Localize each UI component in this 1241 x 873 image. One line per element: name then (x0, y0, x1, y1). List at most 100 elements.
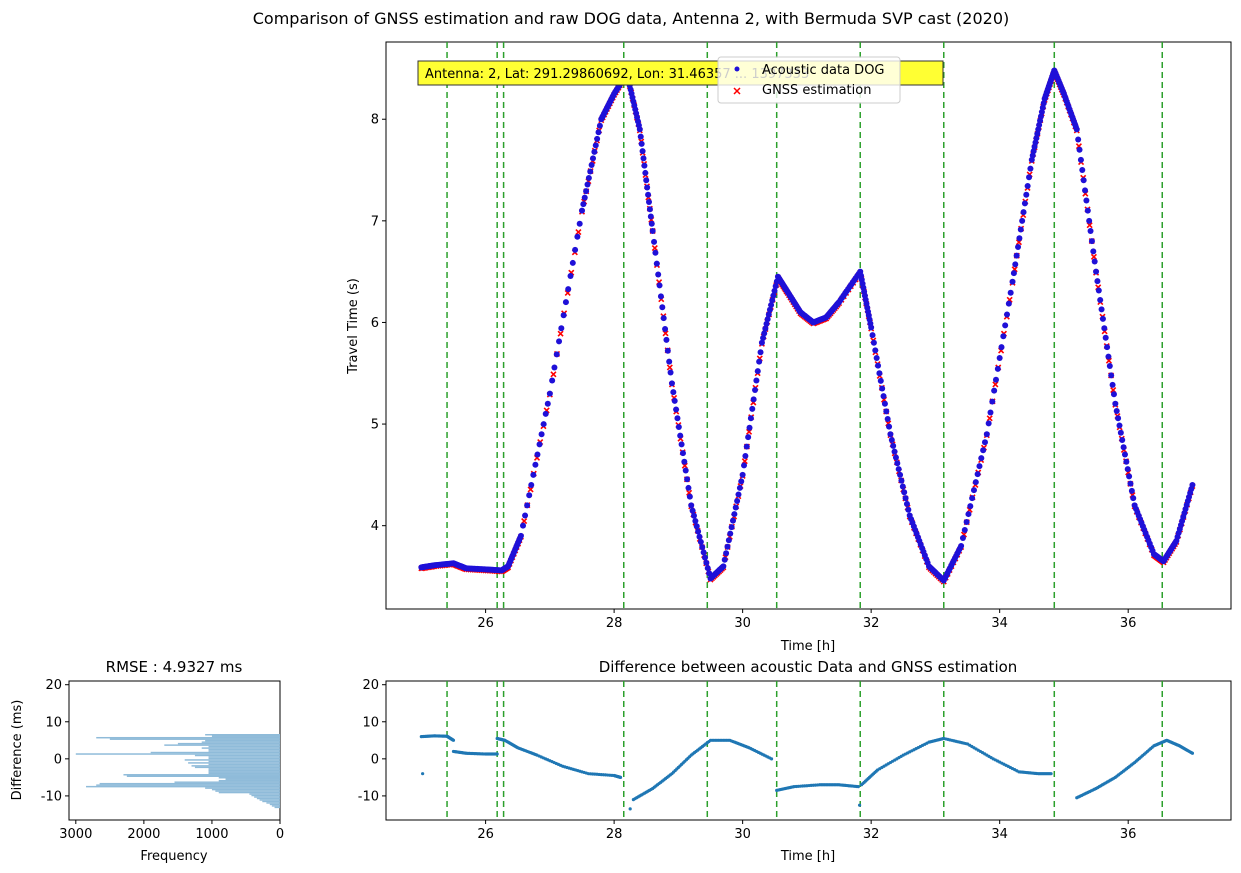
acoustic-point (883, 408, 889, 414)
acoustic-point (1006, 301, 1012, 307)
acoustic-point (530, 472, 536, 478)
acoustic-point (1093, 269, 1099, 275)
acoustic-point (1081, 177, 1087, 183)
diff-x-axis-label: Time [h] (780, 849, 835, 864)
hist-bar (272, 805, 280, 806)
acoustic-point (733, 505, 739, 511)
diff-plot-area (386, 681, 1231, 820)
hist-bar (209, 746, 280, 747)
hist-bar (86, 786, 280, 787)
acoustic-point (1122, 452, 1128, 458)
acoustic-point (969, 495, 975, 501)
hist-bar (202, 741, 280, 742)
acoustic-point (1022, 200, 1028, 206)
acoustic-point (1125, 466, 1131, 472)
rmse-histogram: 3000 2000 1000 0 -1001020 RMSE : 4.9327 ms … (10, 658, 284, 864)
main-y-ticks: 45678 (371, 113, 386, 534)
acoustic-point (870, 332, 876, 338)
main-legend: Acoustic data DOG GNSS estimation (718, 57, 900, 103)
hist-bar (254, 796, 280, 797)
acoustic-point (674, 415, 680, 421)
acoustic-point (1116, 423, 1122, 429)
acoustic-point (1189, 482, 1195, 488)
diff-point (1191, 752, 1194, 755)
acoustic-point (645, 192, 651, 198)
acoustic-point (1008, 290, 1014, 296)
acoustic-point (657, 282, 663, 288)
acoustic-point (741, 462, 747, 468)
diff-ytick-label: 0 (371, 752, 379, 767)
diff-point (770, 757, 773, 760)
acoustic-point (887, 431, 893, 437)
acoustic-point (960, 535, 966, 541)
acoustic-point (982, 439, 988, 445)
acoustic-point (668, 370, 674, 376)
acoustic-point (1096, 288, 1102, 294)
hist-bar (185, 759, 280, 760)
diff-point (496, 752, 499, 755)
main-xtick-label: 30 (734, 616, 751, 631)
acoustic-point (734, 498, 740, 504)
acoustic-point (729, 524, 735, 530)
legend-acoustic-marker (735, 67, 740, 72)
acoustic-point (881, 393, 887, 399)
acoustic-point (1019, 218, 1025, 224)
hist-x-ticks: 3000 2000 1000 0 (59, 820, 284, 842)
acoustic-point (755, 368, 761, 374)
acoustic-point (528, 482, 534, 488)
diff-point (857, 785, 860, 788)
hist-bar (151, 752, 280, 753)
diff-ytick-label: 10 (362, 715, 379, 730)
hist-x-axis-label: Frequency (140, 849, 207, 864)
acoustic-point (597, 123, 603, 129)
acoustic-point (695, 528, 701, 534)
main-xtick-label: 32 (863, 616, 880, 631)
acoustic-point (688, 502, 694, 508)
acoustic-point (596, 129, 602, 135)
acoustic-point (980, 447, 986, 453)
acoustic-point (868, 325, 874, 331)
acoustic-point (876, 370, 882, 376)
diff-x-ticks: 26 28 30 32 34 36 (477, 820, 1136, 842)
main-y-axis-label: Travel Time (s) (346, 278, 361, 375)
hist-ytick-label: 0 (54, 752, 62, 767)
acoustic-point (647, 206, 653, 212)
acoustic-point (696, 534, 702, 540)
acoustic-point (677, 433, 683, 439)
acoustic-point (995, 366, 1001, 372)
acoustic-point (583, 188, 589, 194)
acoustic-point (999, 344, 1005, 350)
acoustic-point (1115, 415, 1121, 421)
acoustic-point (563, 299, 569, 305)
acoustic-point (901, 489, 907, 495)
acoustic-point (1085, 208, 1091, 214)
acoustic-point (703, 560, 709, 566)
acoustic-point (749, 406, 755, 412)
acoustic-point (551, 364, 557, 370)
acoustic-point (1123, 459, 1129, 465)
acoustic-point (698, 539, 704, 545)
hist-bar (212, 789, 280, 790)
acoustic-point (978, 455, 984, 461)
hist-bar (96, 784, 280, 785)
diff-xtick-label: 28 (606, 827, 623, 842)
legend-acoustic-label: Acoustic data DOG (762, 63, 885, 78)
acoustic-point (690, 508, 696, 514)
acoustic-point (579, 208, 585, 214)
acoustic-point (670, 389, 676, 395)
diff-outlier (421, 772, 424, 775)
acoustic-point (662, 326, 668, 332)
acoustic-point (745, 434, 751, 440)
acoustic-point (740, 472, 746, 478)
hist-bar (209, 764, 280, 765)
acoustic-point (744, 444, 750, 450)
acoustic-point (680, 450, 686, 456)
hist-ytick-label: 10 (45, 715, 62, 730)
hist-bar (257, 798, 280, 799)
acoustic-point (964, 519, 970, 525)
acoustic-point (565, 286, 571, 292)
acoustic-point (905, 507, 911, 513)
acoustic-point (1104, 344, 1110, 350)
hist-bar (209, 771, 280, 772)
acoustic-point (1089, 238, 1095, 244)
